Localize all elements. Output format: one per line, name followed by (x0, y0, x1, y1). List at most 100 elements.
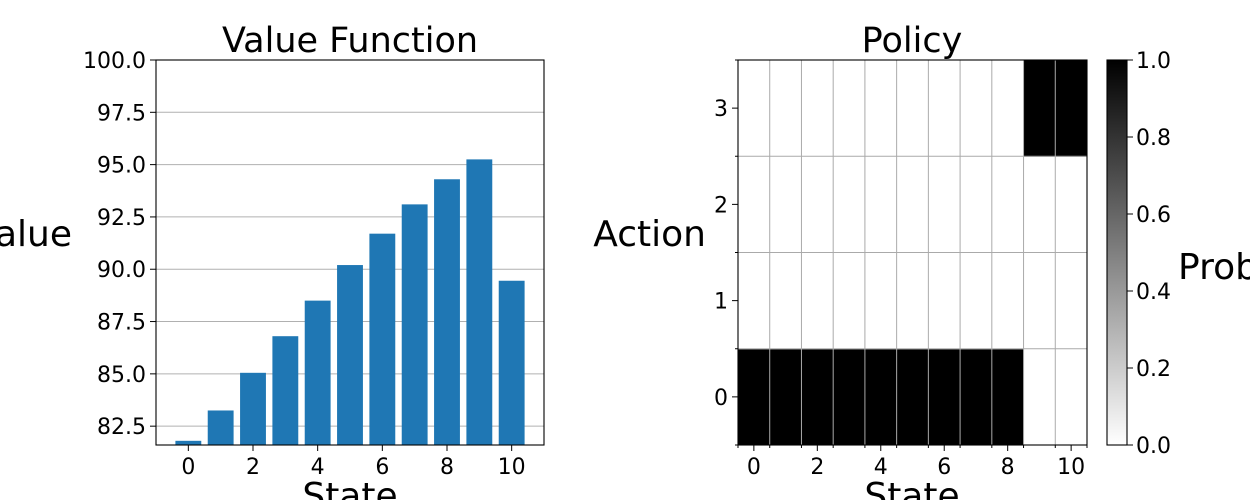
heatmap-cell (960, 60, 993, 157)
bar-y-tick-label: 95.0 (97, 154, 146, 179)
heatmap-cell (896, 60, 929, 157)
heatmap-cell (960, 156, 993, 253)
bar-y-tick-label: 90.0 (97, 258, 146, 283)
heatmap-title: Policy (862, 21, 963, 61)
heatmap-cell (769, 156, 802, 253)
heatmap-cell (738, 156, 771, 253)
heatmap-cell (738, 60, 771, 157)
heatmap-y-tick-label: 0 (714, 386, 728, 411)
bar (498, 280, 525, 445)
bar-x-tick-label: 6 (375, 455, 389, 480)
heatmap-cell (1023, 60, 1056, 157)
colorbar-ticks: 0.0 0.2 0.4 0.6 0.8 1.0 (1127, 49, 1171, 459)
heatmap-cell (833, 156, 866, 253)
heatmap-cell (928, 252, 961, 350)
heatmap-y-tick-label: 2 (714, 193, 728, 218)
heatmap-cell (738, 252, 771, 350)
heatmap-cell (896, 348, 929, 446)
bar (369, 233, 396, 445)
bar-x-tick-label: 8 (440, 455, 454, 480)
bar-y-tick-label: 87.5 (97, 311, 146, 336)
colorbar-tick-label: 0.8 (1136, 126, 1171, 151)
heatmap-x-tick-label: 2 (810, 455, 824, 480)
colorbar: 0.0 0.2 0.4 0.6 0.8 1.0 Prob (1106, 49, 1250, 459)
heatmap-cell (896, 156, 929, 253)
heatmap-cell (896, 252, 929, 350)
bar-series (175, 159, 525, 446)
bar-chart-title: Value Function (222, 21, 478, 61)
heatmap-cell (1055, 252, 1088, 350)
colorbar-tick-label: 0.0 (1136, 434, 1171, 459)
bar (434, 179, 460, 446)
bar (337, 265, 363, 445)
bar (304, 300, 331, 445)
bar-y-ticks: 82.5 85.0 87.5 90.0 92.5 95.0 97.5 100.0 (83, 49, 156, 440)
heatmap-x-tick-label: 4 (874, 455, 888, 480)
bar (401, 204, 428, 445)
heatmap-y-axis-label: Action (593, 214, 706, 255)
bar-y-tick-label: 92.5 (97, 206, 146, 231)
heatmap-cell (960, 252, 993, 350)
bar (207, 410, 234, 445)
heatmap-x-tick-label: 6 (937, 455, 951, 480)
heatmap-cell (864, 348, 898, 446)
bar (466, 159, 493, 445)
bar-x-tick-label: 4 (311, 455, 325, 480)
bar-x-tick-label: 0 (181, 455, 195, 480)
bar (272, 336, 299, 445)
colorbar-gradient (1106, 59, 1128, 446)
value-function-panel: 0 2 4 6 8 10 82.5 85.0 87.5 90.0 92.5 95.0 97.5 100.… (0, 21, 545, 500)
heatmap-x-axis-label: State (864, 476, 959, 500)
heatmap-cell (833, 252, 866, 350)
colorbar-tick-label: 1.0 (1136, 49, 1171, 74)
colorbar-tick-label: 0.4 (1136, 280, 1171, 305)
heatmap-y-tick-label: 1 (714, 290, 728, 315)
heatmap-cell (769, 60, 802, 157)
heatmap-cell (864, 60, 898, 157)
bar-y-tick-label: 97.5 (97, 101, 146, 126)
heatmap-x-tick-label: 8 (1001, 455, 1015, 480)
heatmap-cell (801, 60, 834, 157)
colorbar-label: Prob (1178, 247, 1250, 288)
bar-x-tick-label: 10 (498, 455, 526, 480)
heatmap-x-ticks: 0 2 4 6 8 10 (737, 445, 1088, 480)
heatmap-cell (991, 252, 1025, 350)
heatmap-cell (801, 156, 834, 253)
heatmap-cell (1055, 60, 1088, 157)
heatmap-cell (928, 156, 961, 253)
heatmap-cell (1055, 348, 1088, 446)
bar-y-tick-label: 100.0 (83, 49, 146, 74)
heatmap-y-ticks: 0 1 2 3 (714, 59, 738, 446)
colorbar-tick-label: 0.6 (1136, 203, 1171, 228)
heatmap-cell (1023, 348, 1056, 446)
heatmap-cell (801, 348, 834, 446)
bar (175, 440, 202, 445)
heatmap-cell (991, 348, 1025, 446)
bar-y-tick-label: 85.0 (97, 363, 146, 388)
heatmap-cell (864, 252, 898, 350)
heatmap-cell (769, 348, 802, 446)
heatmap-cell (1055, 156, 1088, 253)
heatmap-cell (991, 156, 1025, 253)
heatmap-cell (960, 348, 993, 446)
bar-x-ticks: 0 2 4 6 8 10 (181, 445, 526, 480)
bar-x-axis-label: State (302, 476, 397, 500)
heatmap-cell (833, 60, 866, 157)
heatmap-cell (1023, 252, 1056, 350)
heatmap-cell (928, 60, 961, 157)
heatmap-cell (864, 156, 898, 253)
heatmap-x-tick-label: 0 (747, 455, 761, 480)
bar-y-axis-label: Value (0, 214, 72, 255)
heatmap-cell (738, 348, 771, 446)
heatmap-cell (833, 348, 866, 446)
bar-x-tick-label: 2 (246, 455, 260, 480)
heatmap-cell (991, 60, 1025, 157)
policy-panel: 0 2 4 6 8 10 0 1 2 3 Policy State Action (593, 21, 1088, 500)
colorbar-tick-label: 0.2 (1136, 357, 1171, 382)
bar (240, 372, 266, 445)
heatmap-cell (801, 252, 834, 350)
heatmap-x-tick-label: 10 (1057, 455, 1085, 480)
heatmap-cells (738, 60, 1088, 446)
heatmap-cell (769, 252, 802, 350)
heatmap-cell (928, 348, 961, 446)
